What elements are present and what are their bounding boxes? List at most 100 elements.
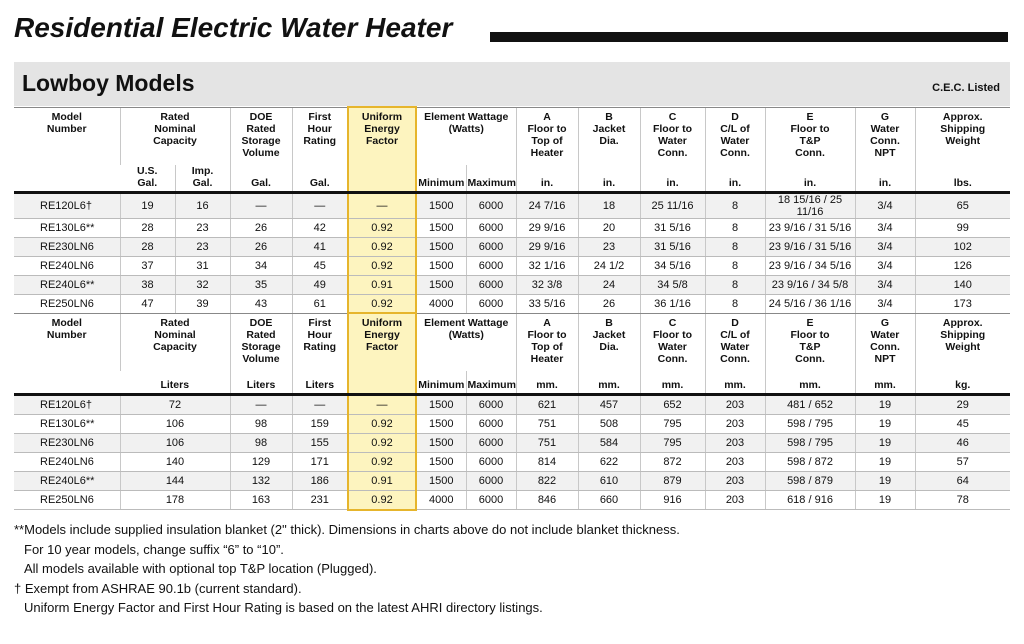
value-cell: 23 9/16 / 31 5/16 <box>764 218 855 238</box>
value-cell: 3/4 <box>854 256 915 276</box>
column-header: Model Number <box>14 106 120 194</box>
value-cell: 822 <box>515 471 578 491</box>
column-unit: mm. <box>764 370 855 396</box>
column-unit: Gal. <box>291 164 348 194</box>
data-row: RE240L6** 38 32 35 49 0.91 1500 6000 32 3/8 24 34 … <box>14 275 1010 295</box>
value-cell: 163 <box>229 490 292 510</box>
column-header: DOE Rated Storage Volume <box>229 312 292 371</box>
data-row: RE130L6** 28 23 26 42 0.92 1500 6000 29 9/16 20 31… <box>14 218 1010 238</box>
value-cell: 457 <box>577 394 640 415</box>
model-cell: RE240LN6 <box>14 452 120 472</box>
value-cell: 42 <box>291 218 348 238</box>
spec-table: Model Number Rated Nominal Capacity DOE Ra… <box>14 106 1010 315</box>
value-cell: 140 <box>119 452 230 472</box>
footnote: † Exempt from ASHRAE 90.1b (current stan… <box>14 580 302 596</box>
value-cell: 203 <box>704 433 765 453</box>
column-unit: in. <box>704 164 765 194</box>
column-unit: in. <box>764 164 855 194</box>
value-cell: 6000 <box>465 471 516 491</box>
value-cell: 43 <box>229 294 292 314</box>
column-header: D C/L of Water Conn. <box>704 312 765 371</box>
model-cell: RE240L6** <box>14 471 120 491</box>
value-cell: 46 <box>914 433 1010 453</box>
table-head: Model Number Rated Nominal Capacity DOE Ra… <box>14 106 1010 194</box>
value-cell: 33 5/16 <box>515 294 578 314</box>
value-cell: 6000 <box>465 433 516 453</box>
value-cell: 24 1/2 <box>577 256 640 276</box>
value-cell: 584 <box>577 433 640 453</box>
value-cell: 3/4 <box>854 218 915 238</box>
column-header: B Jacket Dia. <box>577 312 640 371</box>
metric-table: Model Number Rated Nominal Capacity DOE Ra… <box>14 312 1010 511</box>
value-cell: 37 <box>119 256 175 276</box>
subtitle: Lowboy Models <box>22 70 195 96</box>
value-cell: 98 <box>229 414 292 434</box>
column-header: Uniform Energy Factor <box>347 312 417 396</box>
value-cell: — <box>347 394 417 415</box>
section-band: Lowboy Models C.E.C. Listed <box>14 62 1010 106</box>
model-cell: RE230LN6 <box>14 433 120 453</box>
value-cell: 18 <box>577 192 640 219</box>
value-cell: 26 <box>229 218 292 238</box>
value-cell: 598 / 879 <box>764 471 855 491</box>
value-cell: 203 <box>704 471 765 491</box>
value-cell: 0.91 <box>347 471 417 491</box>
column-header: Uniform Energy Factor <box>347 106 417 194</box>
header-row: Model Number Rated Nominal Capacity DOE Ra… <box>14 106 1010 194</box>
value-cell: 24 7/16 <box>515 192 578 219</box>
value-cell: 3/4 <box>854 275 915 295</box>
value-cell: 28 <box>119 237 175 257</box>
value-cell: 6000 <box>465 275 516 295</box>
value-cell: — <box>229 192 292 219</box>
value-cell: 99 <box>914 218 1010 238</box>
value-cell: 0.92 <box>347 433 417 453</box>
column-header: C Floor to Water Conn. <box>639 312 705 371</box>
column-unit: mm. <box>854 370 915 396</box>
value-cell: 652 <box>639 394 705 415</box>
value-cell: — <box>291 192 348 219</box>
value-cell: 481 / 652 <box>764 394 855 415</box>
column-unit: Liters <box>120 370 230 396</box>
footnotes: **Models include supplied insulation bla… <box>14 520 680 618</box>
footnote: All models available with optional top T… <box>24 561 377 576</box>
data-row: RE120L6† 72— — —1500 6000 621 457 652 203 481 / 6… <box>14 394 1010 415</box>
value-cell: 102 <box>914 237 1010 257</box>
value-cell: 622 <box>577 452 640 472</box>
data-row: RE230LN6 28 23 26 41 0.92 1500 6000 29 9/16 23 31 … <box>14 237 1010 257</box>
value-cell: 0.92 <box>347 256 417 276</box>
value-cell: 25 11/16 <box>639 192 705 219</box>
value-cell: 34 5/8 <box>639 275 705 295</box>
value-cell: 621 <box>515 394 578 415</box>
column-header: G Water Conn. NPT <box>854 312 915 371</box>
value-cell: 0.92 <box>347 294 417 315</box>
value-cell: 0.92 <box>347 218 417 238</box>
value-cell: 106 <box>119 433 230 453</box>
value-cell: 1500 <box>415 471 466 491</box>
value-cell: 879 <box>639 471 705 491</box>
value-cell: 186 <box>291 471 348 491</box>
value-cell: 173 <box>914 294 1010 314</box>
column-header: C Floor to Water Conn. <box>639 106 705 165</box>
value-cell: 19 <box>854 471 915 491</box>
value-cell: — <box>347 192 417 219</box>
model-cell: RE130L6** <box>14 218 120 238</box>
value-cell: 19 <box>854 394 915 415</box>
value-cell: 8 <box>704 218 765 238</box>
value-cell: 23 <box>174 237 230 257</box>
value-cell: 8 <box>704 192 765 219</box>
value-cell: 3/4 <box>854 294 915 314</box>
value-cell: 31 5/16 <box>639 218 705 238</box>
unit-row: U.S. Gal. Imp. Gal. Gal. Gal. Minimum Maximum… <box>14 164 1010 194</box>
value-cell: 0.92 <box>347 414 417 434</box>
value-cell: 1500 <box>415 452 466 472</box>
value-cell: 598 / 872 <box>764 452 855 472</box>
value-cell: 24 <box>577 275 640 295</box>
value-cell: 39 <box>174 294 230 314</box>
value-cell: 0.92 <box>347 490 417 511</box>
column-header: Element Wattage (Watts) <box>415 106 516 165</box>
column-unit: in. <box>577 164 640 194</box>
column-header: Approx. Shipping Weight <box>914 106 1010 165</box>
column-unit: in. <box>639 164 705 194</box>
value-cell: 26 <box>577 294 640 314</box>
